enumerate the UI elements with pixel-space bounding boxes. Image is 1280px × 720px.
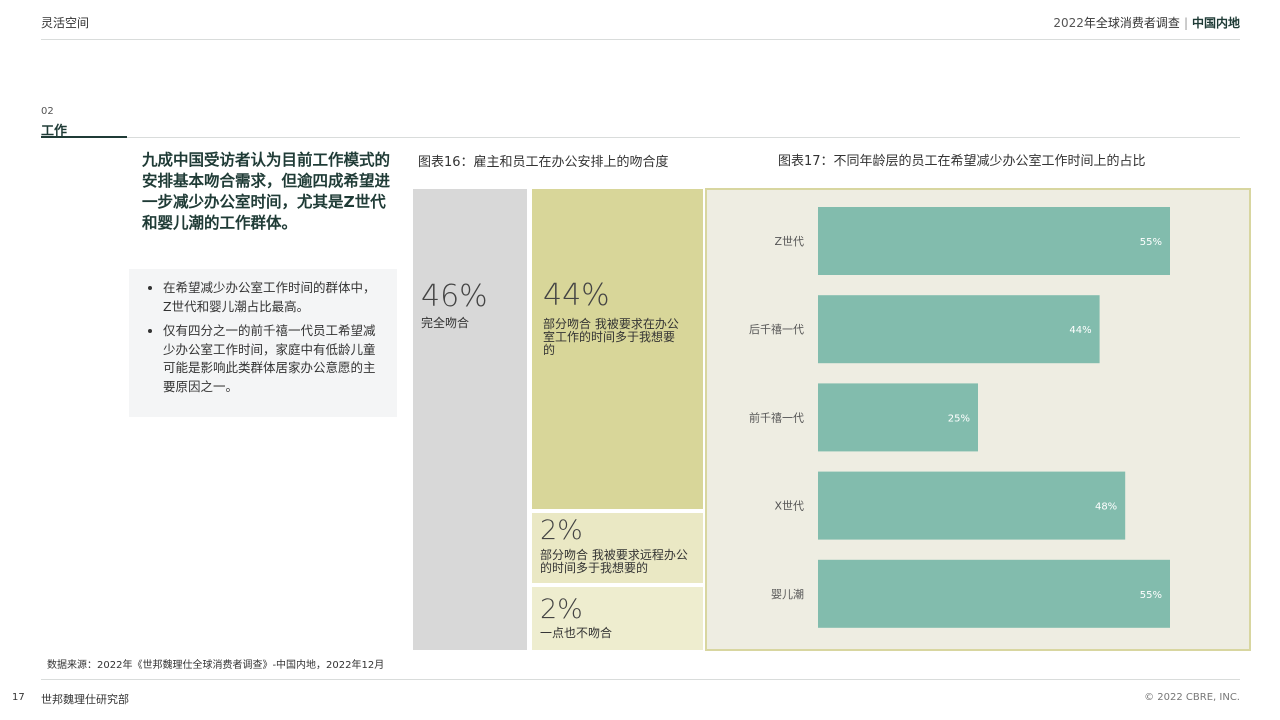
section-number: 02	[41, 106, 54, 117]
header-right: 2022年全球消费者调查 | 中国内地	[1053, 14, 1240, 31]
treemap-category-label: 部分吻合 我被要求远程办公的时间多于我想要的	[540, 548, 688, 575]
bar-series: Z世代 55% 后千禧一代 44% 前千禧一代 25% X世代 48% 婴儿潮 55%	[749, 207, 1170, 628]
section-title: 工作	[41, 124, 68, 139]
treemap-value-label: 2%	[540, 515, 583, 546]
header-left-title: 灵活空间	[41, 16, 90, 30]
treemap-block-partial-office: 44% 部分吻合 我被要求在办公室工作的时间多于我想要的	[532, 189, 703, 509]
header-year: 2022	[1053, 16, 1084, 30]
treemap-category-label: 完全吻合	[421, 316, 470, 330]
header-region: 中国内地	[1191, 16, 1240, 30]
treemap-value-label: 44%	[543, 278, 610, 313]
treemap-value-label: 46%	[421, 279, 488, 314]
bar	[818, 559, 1170, 628]
key-points-list: 在希望减少办公室工作时间的群体中，Z世代和婴儿潮占比最高。 仅有四分之一的前千禧…	[129, 269, 397, 396]
bar	[818, 383, 978, 452]
key-point: 在希望减少办公室工作时间的群体中，Z世代和婴儿潮占比最高。	[163, 279, 383, 316]
value-label: 55%	[1140, 590, 1162, 601]
value-label: 55%	[1140, 237, 1162, 248]
category-label: Z世代	[774, 235, 804, 248]
treemap-value-label: 2%	[540, 594, 583, 625]
figure17-bar-chart: Z世代 55% 后千禧一代 44% 前千禧一代 25% X世代 48% 婴儿潮 55%	[705, 188, 1251, 651]
value-label: 48%	[1095, 502, 1117, 513]
figure17-title: 图表17：不同年龄层的员工在希望减少办公室工作时间上的占比	[778, 154, 1146, 169]
header-survey-title: 年全球消费者调查	[1083, 16, 1180, 30]
category-label: 前千禧一代	[749, 410, 804, 424]
category-label: X世代	[774, 500, 804, 513]
category-label: 后千禧一代	[749, 323, 804, 336]
value-label: 25%	[948, 413, 970, 424]
footer-divider	[41, 679, 1240, 680]
section-divider	[127, 137, 1240, 138]
section-underline	[41, 136, 127, 138]
key-points-box: 在希望减少办公室工作时间的群体中，Z世代和婴儿潮占比最高。 仅有四分之一的前千禧…	[129, 269, 397, 417]
copyright: © 2022 CBRE, INC.	[1144, 692, 1240, 703]
page-number: 17	[12, 692, 25, 703]
treemap-block-no-match: 2% 一点也不吻合	[532, 587, 703, 650]
headline: 九成中国受访者认为目前工作模式的安排基本吻合需求，但逾四成希望进一步减少办公室时…	[142, 151, 391, 232]
figure16-title: 图表16：雇主和员工在办公安排上的吻合度	[418, 155, 669, 170]
header-divider	[41, 39, 1240, 40]
treemap-block-partial-remote: 2% 部分吻合 我被要求远程办公的时间多于我想要的	[532, 513, 703, 583]
header-separator: |	[1183, 16, 1188, 30]
treemap-category-label: 部分吻合 我被要求在办公室工作的时间多于我想要的	[543, 317, 679, 357]
treemap-category-label: 一点也不吻合	[540, 626, 613, 640]
value-label: 44%	[1069, 325, 1091, 336]
category-label: 婴儿潮	[771, 587, 804, 601]
data-source-note: 数据来源：2022年《世邦魏理仕全球消费者调查》-中国内地，2022年12月	[47, 660, 385, 671]
treemap-block-full-match: 46% 完全吻合	[413, 189, 527, 650]
key-point: 仅有四分之一的前千禧一代员工希望减少办公室工作时间，家庭中有低龄儿童可能是影响此…	[163, 322, 383, 396]
bar	[818, 471, 1126, 540]
bar	[818, 207, 1170, 275]
footer-org: 世邦魏理仕研究部	[41, 693, 129, 706]
bar	[818, 295, 1100, 364]
